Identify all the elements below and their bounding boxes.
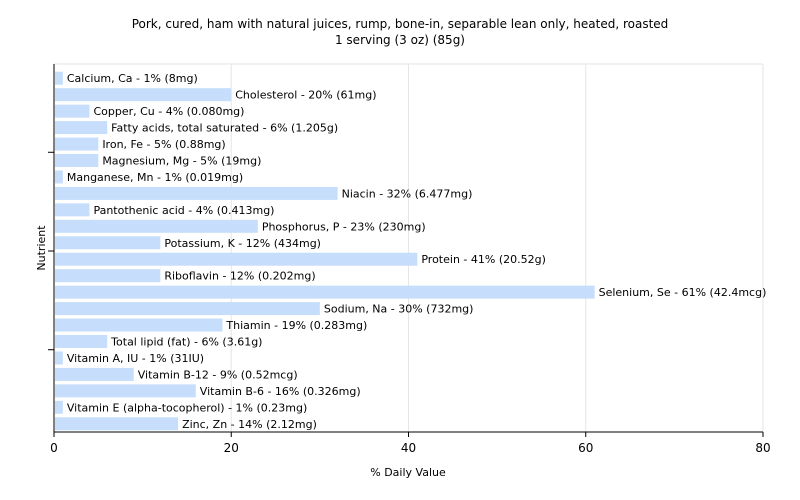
- bar-15: [55, 318, 223, 332]
- bar-21: [55, 417, 179, 431]
- bar-label-1: Cholesterol - 20% (61mg): [235, 89, 376, 102]
- bar-label-20: Vitamin E (alpha-tocopherol) - 1% (0.23m…: [67, 401, 307, 414]
- axes: 0 20 40 60 80: [48, 64, 771, 455]
- bar-8: [55, 203, 90, 217]
- bar-label-5: Magnesium, Mg - 5% (19mg): [102, 155, 261, 168]
- bar-label-21: Zinc, Zn - 14% (2.12mg): [182, 418, 317, 431]
- bar-label-14: Sodium, Na - 30% (732mg): [324, 303, 474, 316]
- x-tick-label-3: 60: [578, 441, 593, 455]
- bar-label-18: Vitamin B-12 - 9% (0.52mcg): [138, 368, 298, 381]
- bar-label-10: Potassium, K - 12% (434mg): [164, 237, 321, 250]
- bar-20: [55, 400, 63, 414]
- bar-4: [55, 137, 99, 151]
- bar-0: [55, 71, 63, 85]
- bar-7: [55, 186, 338, 200]
- bar-1: [55, 88, 232, 102]
- x-tick-label-4: 80: [755, 441, 770, 455]
- x-axis-label: % Daily Value: [370, 466, 446, 479]
- chart-title: Pork, cured, ham with natural juices, ru…: [132, 17, 669, 31]
- bar-label-13: Selenium, Se - 61% (42.4mcg): [599, 286, 767, 299]
- gridlines: [54, 63, 764, 432]
- bar-label-3: Fatty acids, total saturated - 6% (1.205…: [111, 122, 338, 135]
- bar-label-9: Phosphorus, P - 23% (230mg): [262, 220, 426, 233]
- bar-11: [55, 252, 418, 266]
- bar-label-16: Total lipid (fat) - 6% (3.61g): [110, 336, 262, 349]
- bars: Calcium, Ca - 1% (8mg) Cholesterol - 20% …: [55, 71, 767, 431]
- bar-label-0: Calcium, Ca - 1% (8mg): [67, 72, 198, 85]
- chart-subtitle: 1 serving (3 oz) (85g): [335, 33, 465, 47]
- bar-14: [55, 302, 320, 316]
- bar-16: [55, 335, 108, 348]
- bar-label-7: Niacin - 32% (6.477mg): [342, 187, 473, 200]
- bar-label-19: Vitamin B-6 - 16% (0.326mg): [200, 385, 361, 398]
- x-tick-label-0: 0: [50, 441, 58, 455]
- bar-6: [55, 170, 63, 184]
- bar-2: [55, 104, 90, 118]
- x-tick-label-2: 40: [401, 441, 416, 455]
- bar-label-11: Protein - 41% (20.52g): [421, 253, 546, 266]
- bar-17: [55, 351, 63, 365]
- bar-13: [55, 285, 595, 299]
- bar-label-2: Copper, Cu - 4% (0.080mg): [93, 105, 244, 118]
- x-tick-label-1: 20: [224, 441, 239, 455]
- bar-18: [55, 367, 134, 381]
- bar-10: [55, 236, 161, 250]
- bar-label-17: Vitamin A, IU - 1% (31IU): [67, 352, 204, 365]
- y-axis-label: Nutrient: [35, 225, 48, 271]
- bar-label-12: Riboflavin - 12% (0.202mg): [164, 270, 315, 283]
- bar-9: [55, 219, 258, 233]
- bar-5: [55, 154, 99, 167]
- bar-label-4: Iron, Fe - 5% (0.88mg): [102, 138, 225, 151]
- bar-label-6: Manganese, Mn - 1% (0.019mg): [67, 171, 243, 184]
- bar-label-15: Thiamin - 19% (0.283mg): [225, 319, 367, 332]
- bar-19: [55, 384, 196, 398]
- bar-3: [55, 121, 108, 135]
- bar-12: [55, 269, 161, 283]
- bar-label-8: Pantothenic acid - 4% (0.413mg): [93, 204, 274, 217]
